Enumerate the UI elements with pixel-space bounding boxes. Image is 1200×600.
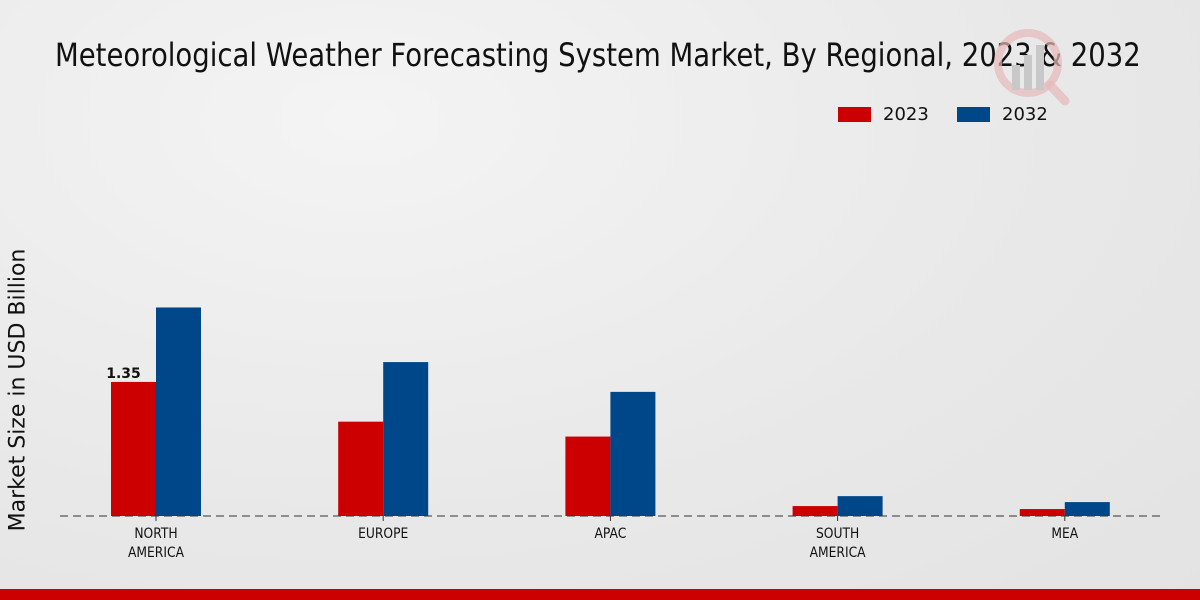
bar-2023-3 [792, 506, 838, 516]
legend-item-2023: 2023 [838, 104, 929, 125]
x-tick-label: NORTH [134, 526, 177, 542]
x-tick-label: MEA [1051, 526, 1078, 542]
legend-swatch-2032 [957, 107, 990, 122]
x-tick-label: APAC [594, 526, 626, 542]
x-tick-label: EUROPE [358, 526, 408, 542]
bar-2032-2 [610, 391, 656, 516]
chart-title: Meteorological Weather Forecasting Syste… [55, 36, 1141, 74]
bar-2023-1 [338, 421, 384, 516]
legend-label: 2023 [883, 104, 929, 125]
data-label: 1.35 [106, 366, 141, 382]
x-tick-label: AMERICA [810, 545, 866, 561]
x-tick-label: AMERICA [128, 545, 184, 561]
bar-2023-4 [1019, 509, 1065, 516]
legend-swatch-2023 [838, 107, 871, 122]
bottom-accent-bar [0, 589, 1200, 600]
title-container: Meteorological Weather Forecasting Syste… [0, 0, 1200, 100]
bar-2032-0 [156, 307, 201, 516]
bar-2032-4 [1064, 502, 1110, 516]
bar-2023-0 [111, 381, 156, 516]
bar-2023-2 [565, 436, 611, 516]
x-tick-label: SOUTH [816, 526, 859, 542]
legend-item-2032: 2032 [957, 104, 1048, 125]
watermark-logo-icon [994, 29, 1070, 106]
bar-2032-3 [837, 496, 883, 516]
bar-2032-1 [383, 362, 429, 516]
legend-label: 2032 [1002, 104, 1048, 125]
